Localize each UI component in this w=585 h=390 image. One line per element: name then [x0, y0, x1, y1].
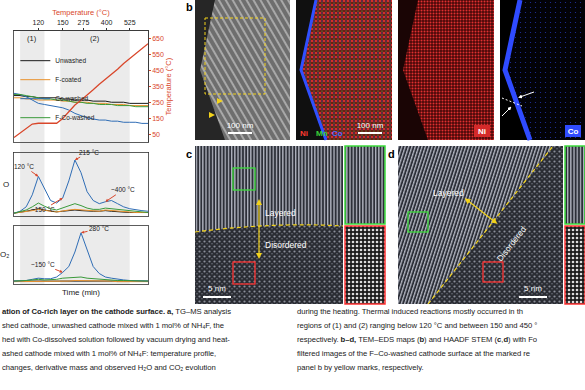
html-text:changes, derivative mass and o: changes, derivative mass and observed H₂… [2, 363, 216, 372]
svg-text:Co: Co [568, 127, 579, 136]
svg-text:280 °C: 280 °C [89, 225, 109, 232]
svg-text:550: 550 [152, 51, 164, 58]
svg-text:Layered: Layered [265, 208, 296, 218]
svg-text:400: 400 [101, 19, 113, 26]
svg-text:Unwashed: Unwashed [55, 57, 86, 64]
html-text:regions of (1) and (2) ranging: regions of (1) and (2) ranging below 120… [297, 321, 538, 330]
svg-text:Ni: Ni [300, 129, 308, 138]
svg-text:b: b [186, 1, 193, 13]
svg-text:150: 150 [57, 19, 69, 26]
svg-text:525: 525 [124, 19, 136, 26]
svg-text:Ni: Ni [478, 127, 486, 136]
html-text:respectively. b–d, TEM–EDS map: respectively. b–d, TEM–EDS maps (b) and … [297, 335, 538, 344]
svg-text:50: 50 [152, 131, 160, 138]
svg-text:Co-washed: Co-washed [55, 95, 88, 102]
html-text:panel b by yellow marks, respe: panel b by yellow marks, respectively. [297, 363, 424, 372]
svg-text:150: 150 [152, 115, 164, 122]
svg-text:100 nm: 100 nm [357, 121, 384, 130]
svg-text:Layered: Layered [433, 188, 464, 198]
svg-text:350: 350 [152, 83, 164, 90]
svg-text:5 nm: 5 nm [208, 284, 226, 293]
svg-text:275: 275 [78, 19, 90, 26]
svg-text:Disordered: Disordered [495, 224, 529, 263]
svg-text:120 °C: 120 °C [14, 163, 34, 170]
svg-text:650: 650 [152, 35, 164, 42]
svg-text:~150 °C: ~150 °C [31, 206, 55, 213]
svg-text:~150 °C: ~150 °C [31, 261, 55, 268]
html-text:hed with Co-dissolved solution: hed with Co-dissolved solution followed … [2, 335, 230, 344]
svg-text:Mn: Mn [316, 129, 328, 138]
svg-text:Co: Co [332, 129, 343, 138]
svg-text:215 °C: 215 °C [79, 149, 99, 156]
html-text:during the heating. Thermal in: during the heating. Thermal induced reac… [297, 307, 523, 316]
svg-text:5 nm: 5 nm [524, 284, 542, 293]
svg-text:100 nm: 100 nm [227, 121, 254, 130]
svg-text:O₂: O₂ [0, 250, 9, 259]
svg-text:O: O [3, 180, 9, 189]
svg-text:120: 120 [33, 19, 45, 26]
html-text:shed cathode, unwashed cathode: shed cathode, unwashed cathode mixed wit… [2, 321, 224, 330]
svg-text:Disordered: Disordered [265, 240, 307, 250]
svg-text:d: d [388, 148, 395, 160]
svg-text:Time (min): Time (min) [62, 288, 100, 297]
svg-text:(1): (1) [27, 34, 37, 43]
svg-text:250: 250 [152, 99, 164, 106]
svg-text:(2): (2) [90, 34, 100, 43]
svg-text:F-coated: F-coated [55, 76, 81, 83]
svg-text:Temperature (°C): Temperature (°C) [52, 8, 110, 17]
svg-text:c: c [186, 148, 192, 160]
html-text:ation of Co-rich layer on the: ation of Co-rich layer on the cathode su… [2, 307, 232, 316]
html-text:ashed cathode mixed with 1 mol: ashed cathode mixed with 1 mol% of NH₄F:… [2, 349, 217, 358]
svg-text:~400 °C: ~400 °C [111, 186, 135, 193]
html-text:filtered images of the F–Co-wa: filtered images of the F–Co-washed catho… [297, 349, 530, 358]
svg-text:F-Co-washed: F-Co-washed [55, 114, 94, 121]
svg-text:450: 450 [152, 67, 164, 74]
svg-text:Temperature (°C): Temperature (°C) [164, 57, 173, 115]
